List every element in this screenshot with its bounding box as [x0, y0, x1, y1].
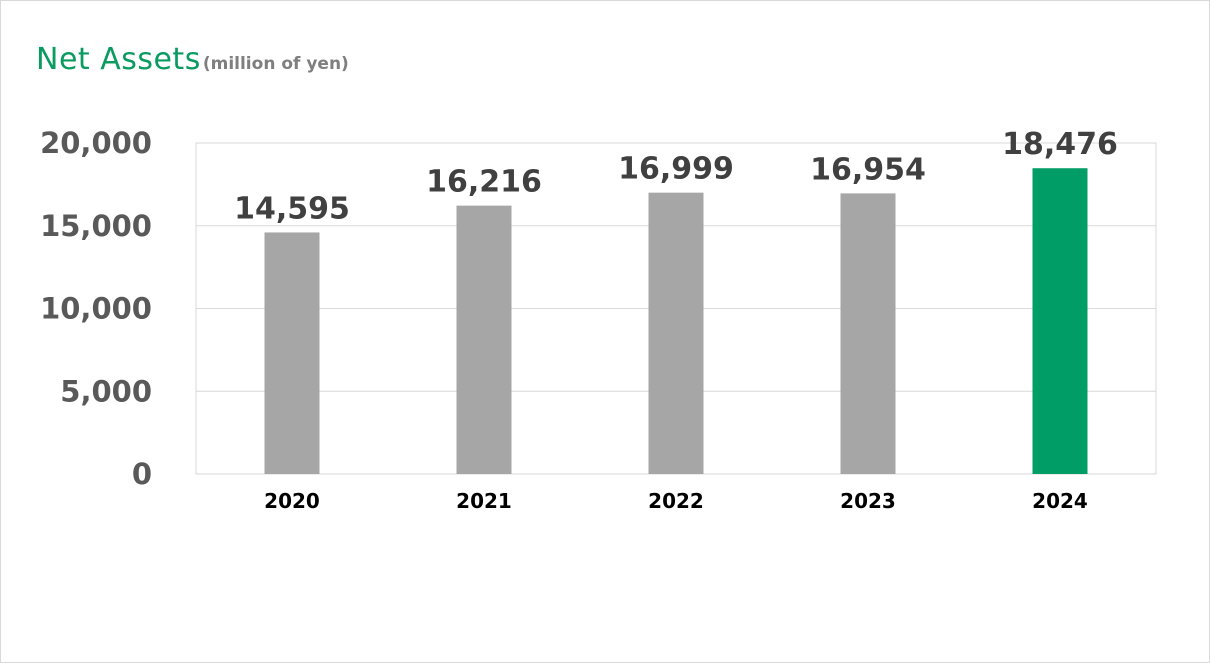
bar-2021 [456, 205, 512, 475]
x-tick-label-2022: 2022 [648, 489, 704, 513]
y-axis-tick-labels: 0 5,000 10,000 15,000 20,000 [40, 126, 152, 491]
y-tick-label: 15,000 [40, 209, 152, 243]
bar-2024 [1032, 168, 1088, 474]
y-tick-label: 5,000 [60, 374, 152, 408]
x-axis-category-labels: 2020 2021 2022 2023 2024 [264, 489, 1088, 513]
x-tick-label-2021: 2021 [456, 489, 512, 513]
y-tick-label: 10,000 [40, 292, 152, 326]
x-tick-label-2023: 2023 [840, 489, 896, 513]
bars [264, 168, 1088, 475]
data-label-2024: 18,476 [1002, 127, 1118, 162]
data-label-2021: 16,216 [426, 165, 542, 200]
chart-unit-text: (million of yen) [202, 54, 349, 74]
bar-2023 [840, 193, 896, 474]
y-tick-label: 20,000 [40, 126, 152, 160]
chart-title-text: Net Assets [36, 42, 201, 77]
bar-2020 [264, 232, 320, 474]
chart-title: Net Assets (million of yen) [36, 42, 349, 77]
data-label-2022: 16,999 [618, 152, 734, 187]
y-tick-label: 0 [132, 457, 152, 491]
data-labels: 14,595 16,216 16,999 16,954 18,476 [234, 127, 1118, 226]
bar-2022 [648, 192, 704, 474]
data-label-2020: 14,595 [234, 191, 350, 226]
x-tick-label-2020: 2020 [264, 489, 320, 513]
x-tick-label-2024: 2024 [1032, 489, 1088, 513]
data-label-2023: 16,954 [810, 152, 926, 187]
